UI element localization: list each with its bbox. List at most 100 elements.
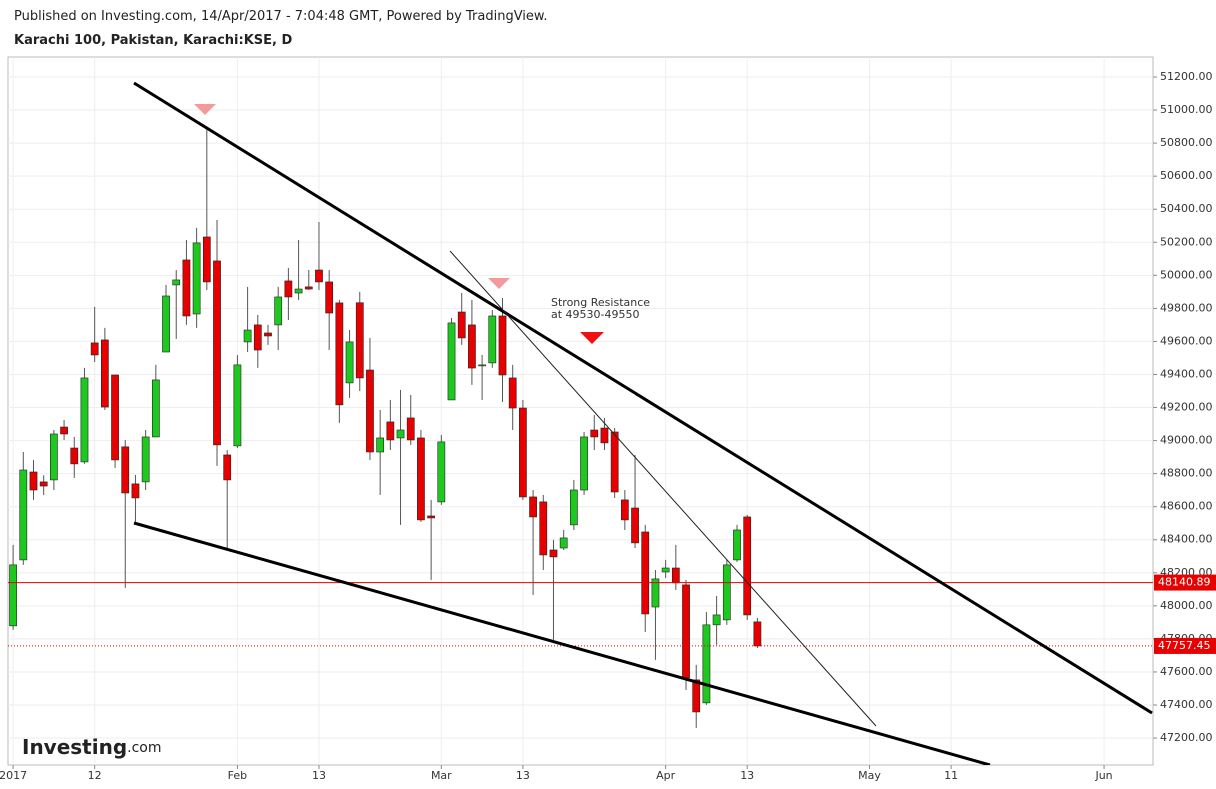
logo: Investing.com <box>22 735 162 759</box>
x-tick-label: Jun <box>1094 769 1112 782</box>
candle-body <box>192 242 201 315</box>
candle-body <box>325 281 334 314</box>
candle-body <box>651 578 660 608</box>
drawings: Strong Resistance at 49530-49550 <box>133 81 1153 765</box>
price-label-box <box>1154 574 1216 591</box>
candle-body <box>743 516 752 616</box>
candle-body <box>131 483 140 499</box>
x-tick-label: 13 <box>516 769 530 782</box>
candle-body <box>457 311 466 339</box>
y-tick-label: 47400.00 <box>1160 698 1213 711</box>
y-tick-label: 51200.00 <box>1160 70 1213 83</box>
trend-line-thin <box>449 250 877 727</box>
candle-body <box>315 269 323 283</box>
candle-body <box>661 567 670 573</box>
candle-body <box>355 302 364 379</box>
candle-body <box>19 469 28 561</box>
y-tick-label: 49400.00 <box>1160 367 1213 380</box>
candle-body <box>182 259 191 317</box>
y-tick-label: 49200.00 <box>1160 401 1213 414</box>
candle-body <box>498 315 507 376</box>
symbol-title: Karachi 100, Pakistan, Karachi:KSE, D <box>14 33 293 48</box>
annotation-text: at 49530-49550 <box>551 308 640 321</box>
candle-body <box>702 624 711 704</box>
y-tick-label: 50800.00 <box>1160 136 1213 149</box>
logo-suffix: .com <box>127 740 161 756</box>
candle-body <box>488 315 497 364</box>
candle-body <box>570 489 578 526</box>
candle-body <box>437 441 446 503</box>
plot-frame <box>7 56 1154 766</box>
candle-body <box>671 567 680 584</box>
candle-body <box>162 295 170 353</box>
candle-body <box>80 377 89 463</box>
x-tick-label: May <box>858 769 881 782</box>
y-tick-label: 50200.00 <box>1160 235 1213 248</box>
candle-body <box>274 296 283 326</box>
candle-body <box>386 421 395 441</box>
candle-body <box>539 501 548 556</box>
candle-body <box>233 364 242 447</box>
candle-body <box>641 531 650 615</box>
candle-body <box>631 507 639 544</box>
candle-body <box>722 564 731 621</box>
axes: 47200.0047400.0047600.0047800.0048000.00… <box>0 70 1216 782</box>
x-tick-label: 2017 <box>0 769 27 782</box>
y-tick-label: 48600.00 <box>1160 500 1213 513</box>
y-tick-label: 48000.00 <box>1160 599 1213 612</box>
published-line: Published on Investing.com, 14/Apr/2017 … <box>14 9 548 24</box>
candle-body <box>406 417 415 441</box>
candle-body <box>468 324 476 369</box>
candle-body <box>396 429 405 439</box>
y-tick-label: 48400.00 <box>1160 533 1213 546</box>
candle-body <box>223 454 232 481</box>
candle-body <box>39 481 48 487</box>
candle-body <box>264 332 272 337</box>
candle-body <box>9 564 17 627</box>
candle-body <box>712 614 721 626</box>
y-tick-label: 50000.00 <box>1160 268 1213 281</box>
y-tick-label: 49600.00 <box>1160 334 1213 347</box>
candle-body <box>620 499 629 521</box>
candle-body <box>253 324 262 351</box>
candle-body <box>345 341 354 384</box>
candle-body <box>559 537 568 549</box>
candle-body <box>733 529 741 561</box>
candle-body <box>141 436 150 483</box>
y-tick-label: 50400.00 <box>1160 202 1213 215</box>
x-tick-label: 13 <box>740 769 754 782</box>
candle-body <box>29 471 38 491</box>
candle-body <box>304 286 313 290</box>
trend-line <box>133 521 991 765</box>
candle-body <box>111 374 119 461</box>
candle-body <box>427 515 435 519</box>
candle-body <box>294 288 303 294</box>
marker-triangle <box>580 332 604 344</box>
y-tick-label: 51000.00 <box>1160 103 1213 116</box>
x-tick-label: Feb <box>228 769 247 782</box>
candle-body <box>213 260 221 446</box>
x-tick-label: Mar <box>431 769 452 782</box>
candle-body <box>60 426 68 435</box>
candle-body <box>284 280 293 298</box>
marker-triangle <box>194 104 216 115</box>
candle-body <box>519 407 527 498</box>
y-tick-label: 47600.00 <box>1160 665 1213 678</box>
candle-body <box>549 549 558 558</box>
trend-line <box>133 81 1153 715</box>
logo-brand: Investing <box>22 735 127 759</box>
candle-body <box>366 369 374 453</box>
grid <box>8 57 1153 765</box>
candle-body <box>682 584 690 679</box>
candle-body <box>335 302 344 406</box>
y-tick-label: 50600.00 <box>1160 169 1213 182</box>
marker-triangle <box>488 278 510 289</box>
candle-body <box>70 447 79 465</box>
candles <box>8 128 1153 728</box>
candle-body <box>478 364 486 367</box>
candle-body <box>692 679 701 713</box>
y-tick-label: 47200.00 <box>1160 731 1213 744</box>
y-tick-label: 49800.00 <box>1160 301 1213 314</box>
